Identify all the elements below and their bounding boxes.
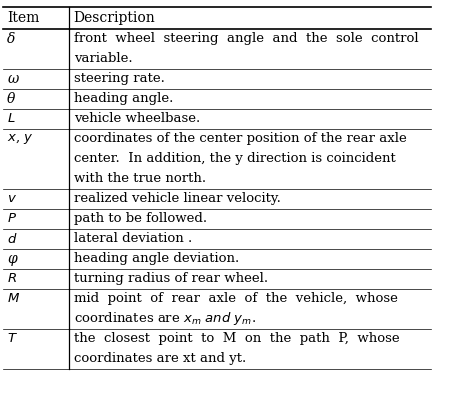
Text: δ: δ — [7, 32, 16, 46]
Text: $P$: $P$ — [7, 212, 17, 225]
Text: turning radius of rear wheel.: turning radius of rear wheel. — [74, 272, 269, 285]
Text: $T$: $T$ — [7, 332, 18, 345]
Text: coordinates are $x_m$ $\mathit{and}$ $y_m$.: coordinates are $x_m$ $\mathit{and}$ $y_… — [74, 310, 256, 327]
Text: φ: φ — [7, 252, 17, 265]
Text: $L$: $L$ — [7, 112, 16, 125]
Text: lateral deviation .: lateral deviation . — [74, 232, 193, 245]
Text: ω: ω — [7, 71, 18, 86]
Text: Description: Description — [73, 11, 155, 25]
Text: θ: θ — [7, 92, 16, 106]
Text: vehicle wheelbase.: vehicle wheelbase. — [74, 112, 201, 125]
Text: mid  point  of  rear  axle  of  the  vehicle,  whose: mid point of rear axle of the vehicle, w… — [74, 292, 398, 305]
Text: front  wheel  steering  angle  and  the  sole  control: front wheel steering angle and the sole … — [74, 32, 419, 45]
Text: $x$, $y$: $x$, $y$ — [7, 132, 34, 145]
Text: path to be followed.: path to be followed. — [74, 212, 208, 225]
Text: $d$: $d$ — [7, 232, 18, 246]
Text: coordinates of the center position of the rear axle: coordinates of the center position of th… — [74, 132, 407, 145]
Text: realized vehicle linear velocity.: realized vehicle linear velocity. — [74, 192, 282, 205]
Text: steering rate.: steering rate. — [74, 72, 165, 85]
Text: the  closest  point  to  M  on  the  path  P,  whose: the closest point to M on the path P, wh… — [74, 332, 400, 345]
Text: heading angle deviation.: heading angle deviation. — [74, 252, 240, 265]
Text: heading angle.: heading angle. — [74, 92, 174, 105]
Text: $v$: $v$ — [7, 192, 17, 205]
Text: $R$: $R$ — [7, 272, 17, 285]
Text: coordinates are xt and yt.: coordinates are xt and yt. — [74, 352, 246, 365]
Text: variable.: variable. — [74, 52, 133, 65]
Text: center.  In addition, the y direction is coincident: center. In addition, the y direction is … — [74, 152, 396, 165]
Text: with the true north.: with the true north. — [74, 172, 207, 185]
Text: $M$: $M$ — [7, 292, 20, 305]
Text: Item: Item — [7, 11, 39, 25]
